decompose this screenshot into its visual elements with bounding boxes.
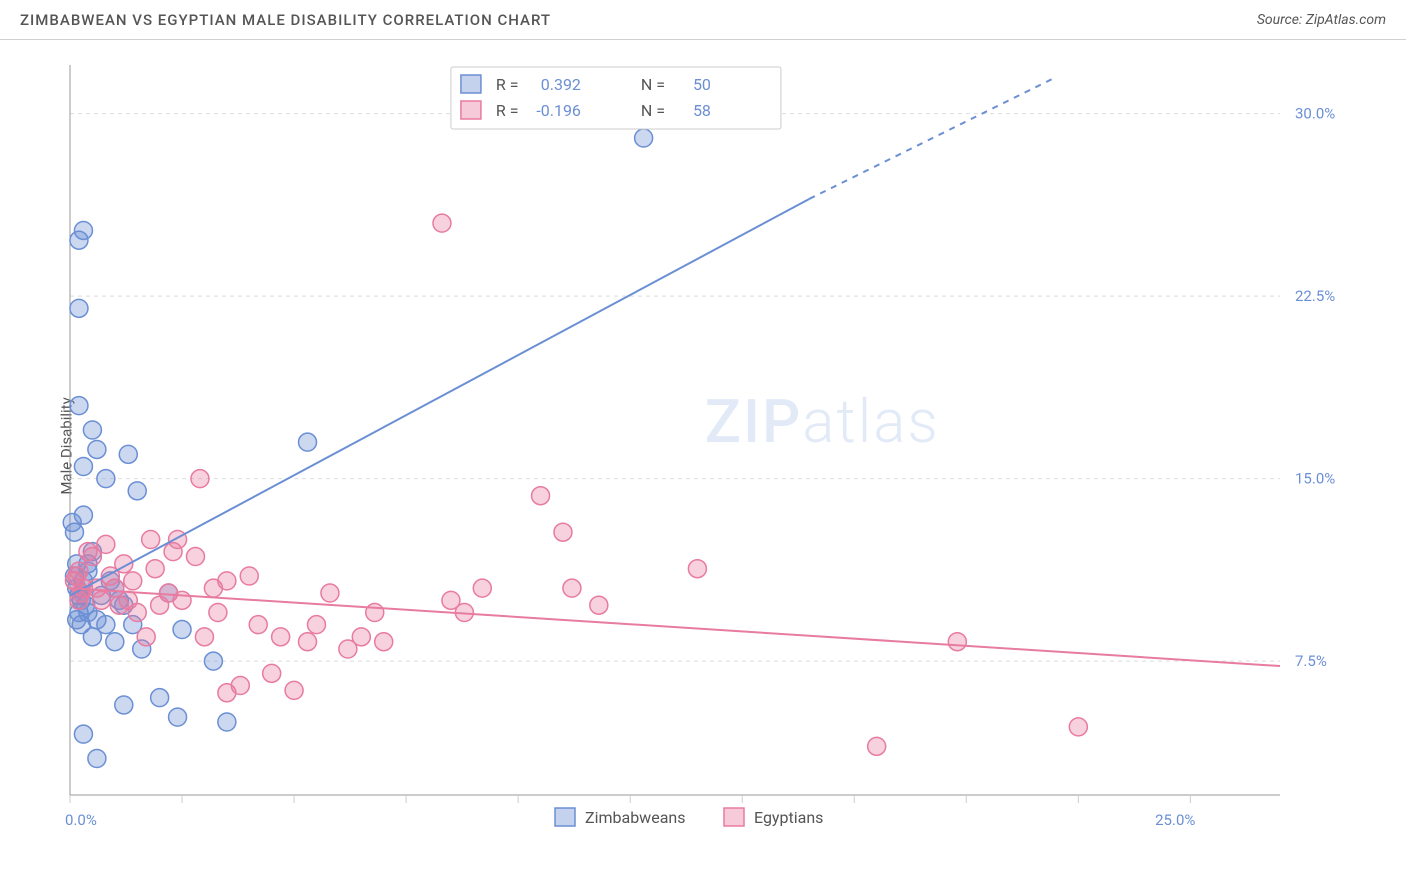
chart-container: ZIMBABWEAN VS EGYPTIAN MALE DISABILITY C… <box>0 0 1406 892</box>
svg-text:N =: N = <box>641 101 665 120</box>
data-point <box>142 531 160 549</box>
data-point <box>186 548 204 566</box>
data-point <box>106 633 124 651</box>
data-point <box>433 214 451 232</box>
data-point <box>68 567 86 585</box>
data-point <box>272 628 290 646</box>
data-point <box>868 737 886 755</box>
data-point <box>240 567 258 585</box>
data-point <box>948 633 966 651</box>
legend-swatch <box>555 808 575 826</box>
data-point <box>218 572 236 590</box>
data-point <box>590 596 608 614</box>
svg-text:30.0%: 30.0% <box>1295 105 1335 123</box>
legend-swatch <box>461 75 481 93</box>
data-point <box>366 604 384 622</box>
data-point <box>218 713 236 731</box>
data-point <box>146 560 164 578</box>
data-point <box>74 506 92 524</box>
svg-text:25.0%: 25.0% <box>1155 811 1195 829</box>
data-point <box>119 445 137 463</box>
data-point <box>97 535 115 553</box>
svg-text:0.392: 0.392 <box>541 75 581 94</box>
legend-label: Zimbabweans <box>585 808 685 827</box>
legend-swatch <box>724 808 744 826</box>
legend-label: Egyptians <box>754 808 823 827</box>
data-point <box>285 681 303 699</box>
data-point <box>70 397 88 415</box>
svg-text:-0.196: -0.196 <box>536 101 581 120</box>
data-point <box>70 299 88 317</box>
svg-text:50: 50 <box>693 75 711 94</box>
title-bar: ZIMBABWEAN VS EGYPTIAN MALE DISABILITY C… <box>0 0 1406 40</box>
data-point <box>169 708 187 726</box>
data-point <box>88 750 106 768</box>
data-point <box>563 579 581 597</box>
svg-text:22.5%: 22.5% <box>1295 287 1335 305</box>
trend-line <box>70 199 809 596</box>
data-point <box>151 689 169 707</box>
data-point <box>1069 718 1087 736</box>
data-point <box>137 628 155 646</box>
data-point <box>554 523 572 541</box>
data-point <box>74 458 92 476</box>
data-point <box>128 604 146 622</box>
data-point <box>97 470 115 488</box>
data-point <box>74 221 92 239</box>
svg-text:R =: R = <box>496 101 519 120</box>
data-point <box>209 604 227 622</box>
scatter-chart: 7.5% 15.0% 22.5% 30.0% 0.0% 25.0% ZIPatlas R = 0… <box>60 55 1370 855</box>
data-point <box>249 616 267 634</box>
data-point <box>83 628 101 646</box>
data-point <box>128 482 146 500</box>
data-point <box>473 579 491 597</box>
data-point <box>321 584 339 602</box>
data-point <box>352 628 370 646</box>
data-point <box>635 129 653 147</box>
data-point <box>195 628 213 646</box>
svg-text:15.0%: 15.0% <box>1295 470 1335 488</box>
trend-line-extrapolated <box>809 77 1055 199</box>
data-point <box>169 531 187 549</box>
data-point <box>204 652 222 670</box>
svg-text:ZIPatlas: ZIPatlas <box>705 386 940 457</box>
data-point <box>299 433 317 451</box>
data-point <box>688 560 706 578</box>
data-point <box>375 633 393 651</box>
data-point <box>532 487 550 505</box>
data-point <box>124 572 142 590</box>
svg-text:0.0%: 0.0% <box>65 811 97 829</box>
svg-text:N =: N = <box>641 75 665 94</box>
legend-swatch <box>461 101 481 119</box>
data-point <box>263 664 281 682</box>
data-point <box>173 621 191 639</box>
data-point <box>74 725 92 743</box>
data-point <box>307 616 325 634</box>
chart-title: ZIMBABWEAN VS EGYPTIAN MALE DISABILITY C… <box>20 11 551 29</box>
svg-text:R =: R = <box>496 75 519 94</box>
data-point <box>299 633 317 651</box>
source-attribution: Source: ZipAtlas.com <box>1257 12 1386 28</box>
data-point <box>83 421 101 439</box>
data-point <box>191 470 209 488</box>
data-point <box>218 684 236 702</box>
data-point <box>115 696 133 714</box>
data-point <box>88 440 106 458</box>
svg-text:58: 58 <box>693 101 711 120</box>
plot-area: 7.5% 15.0% 22.5% 30.0% 0.0% 25.0% ZIPatlas R = 0… <box>60 55 1370 835</box>
svg-text:7.5%: 7.5% <box>1295 652 1327 670</box>
